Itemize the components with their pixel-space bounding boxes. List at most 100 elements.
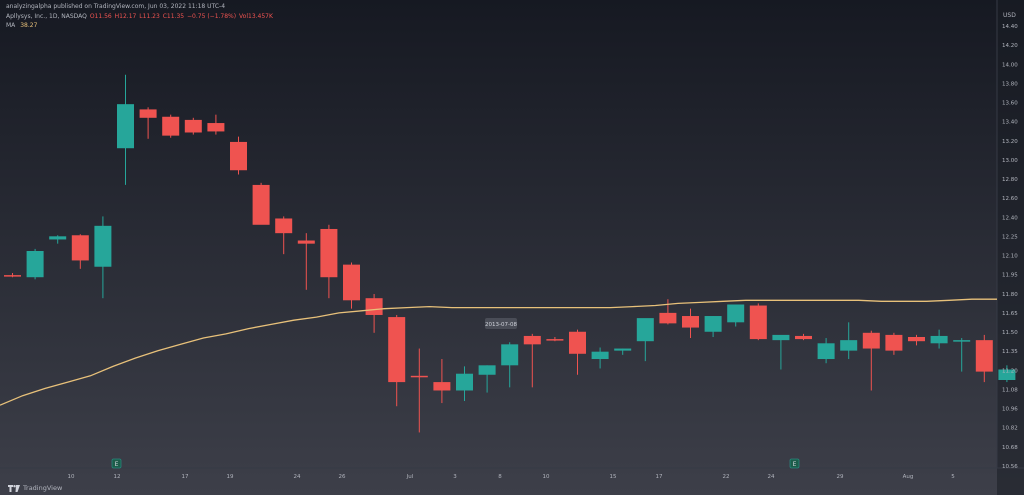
candle-body (365, 298, 383, 315)
event-marker-1[interactable]: E (111, 458, 122, 469)
price-tick-label: 14.40 (1002, 24, 1018, 30)
ohlc-legend: Apllysys, Inc., 1D, NASDAQ O11.56 H12.17… (6, 13, 274, 20)
candle-body (636, 318, 654, 342)
price-tick-label: 12.80 (1002, 177, 1018, 183)
candle-body (885, 334, 903, 351)
price-tick-label: 13.40 (1002, 120, 1018, 126)
ma-label[interactable]: MA (6, 22, 16, 29)
time-tick-label: 10 (543, 474, 550, 480)
candle-body (546, 339, 564, 341)
price-axis-labels: 14.40 14.20 14.00 13.80 13.60 13.40 13.20 13.00… (1002, 24, 1018, 470)
high-value: H12.17 (114, 13, 137, 20)
candle-body (614, 348, 632, 351)
time-tick-label: 24 (294, 474, 301, 480)
price-tick-label: 10.96 (1002, 407, 1018, 413)
price-tick-label: 11.95 (1002, 273, 1018, 279)
candle-body (343, 264, 360, 301)
candle-body (117, 104, 134, 149)
change-value: −0.75 (−1.78%) (187, 13, 237, 20)
time-tick-label: 19 (227, 474, 234, 480)
candle-body (207, 123, 225, 132)
candle-body (230, 141, 247, 171)
open-value: O11.56 (89, 13, 112, 20)
time-tick-label: Aug (903, 474, 914, 480)
candle-body (998, 369, 1016, 380)
time-tick-label: 17 (182, 474, 189, 480)
tradingview-brand[interactable]: TradingView (8, 484, 62, 492)
price-axis-panel (997, 0, 1024, 495)
price-tick-label: 10.68 (1002, 445, 1018, 451)
candle-body (704, 316, 722, 332)
price-tick-label: 11.80 (1002, 292, 1018, 298)
candle-body (320, 228, 338, 278)
time-axis-labels: 10 12 17 19 24 26 Jul 3 8 10 15 17 22 24 29 Aug 5 (68, 474, 956, 480)
hover-date-tooltip: 2013-07-08 (485, 318, 517, 329)
candle-body (523, 335, 541, 345)
time-tick-label: Jul (406, 474, 414, 480)
candle-body (94, 225, 112, 267)
candle-body (478, 365, 496, 375)
candle-body (749, 305, 767, 340)
candle-body (682, 316, 699, 328)
price-tick-label: 11.35 (1002, 349, 1018, 355)
candle-body (953, 340, 971, 342)
candle-body (975, 340, 993, 372)
candles-layer (4, 74, 1016, 433)
candle-body (252, 184, 270, 225)
candle-body (26, 251, 44, 278)
low-value: L11.23 (139, 13, 160, 20)
candle-body (49, 236, 67, 240)
event-marker-2[interactable]: E (789, 458, 800, 469)
candle-body (433, 382, 451, 391)
candle-body (727, 304, 745, 323)
candle-body (297, 240, 315, 244)
candle-body (840, 340, 858, 351)
time-tick-label: 29 (837, 474, 844, 480)
candle-body (275, 218, 293, 234)
price-tick-label: 11.50 (1002, 330, 1018, 336)
price-tick-label: 12.60 (1002, 196, 1018, 202)
time-tick-label: 10 (68, 474, 75, 480)
candle-body (930, 335, 948, 344)
candle-body (501, 344, 519, 366)
price-tick-label: 10.56 (1002, 464, 1018, 470)
price-tick-label: 14.20 (1002, 43, 1018, 49)
price-tick-label: 13.00 (1002, 158, 1018, 164)
price-tick-label: 12.10 (1002, 254, 1018, 260)
price-tick-label: 12.40 (1002, 215, 1018, 221)
time-tick-label: 15 (610, 474, 617, 480)
event-marker-1-label: E (115, 461, 119, 468)
time-tick-label: 5 (951, 474, 955, 480)
hover-date-label: 2013-07-08 (485, 322, 517, 328)
candle-body (410, 375, 428, 378)
time-tick-label: 26 (339, 474, 346, 480)
close-value: C11.35 (162, 13, 185, 20)
tradingview-logo-icon (8, 484, 20, 492)
candle-body (817, 343, 835, 360)
price-tick-label: 13.60 (1002, 101, 1018, 107)
candle-body (71, 235, 89, 261)
candle-body (162, 116, 180, 136)
price-tick-label: 10.82 (1002, 426, 1018, 432)
publish-line: analyzingalpha published on TradingView.… (6, 3, 226, 10)
time-tick-label: 8 (498, 474, 502, 480)
price-tick-label: 12.25 (1002, 234, 1018, 240)
symbol-label[interactable]: Apllysys, Inc., 1D, NASDAQ (6, 13, 87, 20)
price-tick-label: 13.80 (1002, 81, 1018, 87)
candle-body (908, 337, 925, 342)
candle-body (862, 332, 880, 349)
time-tick-label: 17 (656, 474, 663, 480)
price-tick-label: 11.65 (1002, 311, 1018, 317)
price-axis-currency: USD (1003, 12, 1016, 19)
ma-legend: MA 38.27 (6, 22, 37, 29)
moving-average-line (0, 298, 997, 406)
event-marker-2-label: E (793, 461, 797, 468)
candle-body (184, 119, 202, 133)
price-tick-label: 14.00 (1002, 62, 1018, 68)
candle-body (569, 331, 586, 354)
price-tick-label: 13.20 (1002, 139, 1018, 145)
candle-body (456, 373, 473, 391)
candle-body (772, 334, 790, 341)
